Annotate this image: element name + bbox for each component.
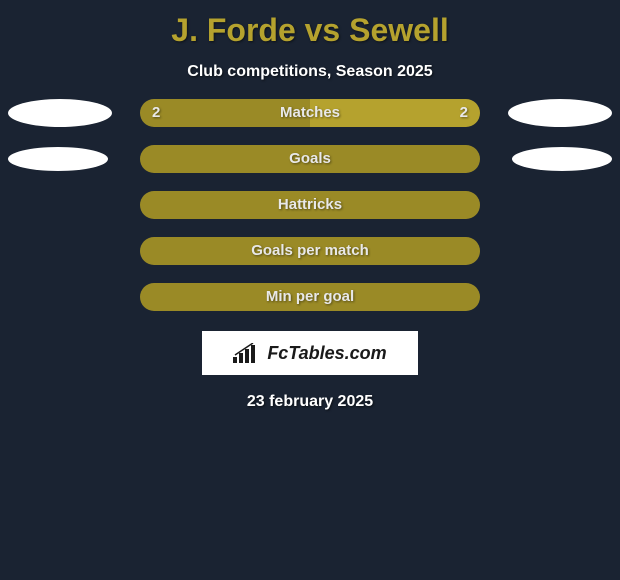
stat-bar: Goals [140,145,480,173]
subtitle: Club competitions, Season 2025 [0,63,620,81]
stat-value-left: 2 [152,99,160,127]
stat-label: Goals per match [140,237,480,265]
page-title: J. Forde vs Sewell [0,0,620,49]
stat-bar: Min per goal [140,283,480,311]
team-crest-left [8,99,112,127]
stat-bar: Matches2 2 [140,99,480,127]
stat-bar: Goals per match [140,237,480,265]
stat-value-right: 2 [460,99,468,127]
stat-label: Matches [140,99,480,127]
team-crest-right [512,147,612,171]
stat-label: Min per goal [140,283,480,311]
stat-label: Goals [140,145,480,173]
comparison-row: Goals [0,145,620,173]
comparison-row: Goals per match [0,237,620,265]
chart-icon [233,343,261,363]
team-crest-left [8,147,108,171]
date-label: 23 february 2025 [0,393,620,411]
comparison-row: Matches2 2 [0,99,620,127]
comparison-row: Hattricks [0,191,620,219]
comparison-row: Min per goal [0,283,620,311]
logo-text: FcTables.com [267,343,386,364]
stat-bar: Hattricks [140,191,480,219]
site-logo: FcTables.com [202,331,418,375]
comparison-rows: Matches2 2 Goals Hattricks Goals per match Mi… [0,99,620,311]
team-crest-right [508,99,612,127]
stat-label: Hattricks [140,191,480,219]
